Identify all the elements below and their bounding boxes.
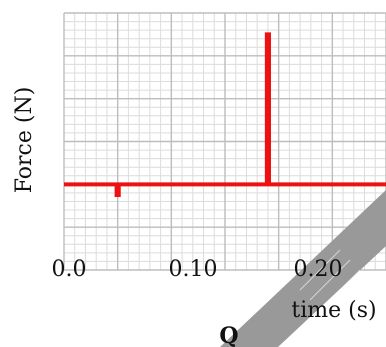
x-tick-labels: 0.0 0.10 0.20 xyxy=(52,257,343,282)
x-tick-label: 0.10 xyxy=(169,257,218,282)
x-axis-label: time (s) xyxy=(291,298,376,323)
chart-grid xyxy=(63,12,386,271)
y-axis-label: Force (N) xyxy=(12,87,37,194)
annotation-q: Q xyxy=(219,323,238,347)
chart-series-layer xyxy=(64,32,386,198)
x-tick-label: 0.20 xyxy=(294,257,343,282)
pointer-arrow-icon xyxy=(220,190,386,347)
x-tick-label: 0.0 xyxy=(52,257,87,282)
force-series-line xyxy=(64,32,386,198)
